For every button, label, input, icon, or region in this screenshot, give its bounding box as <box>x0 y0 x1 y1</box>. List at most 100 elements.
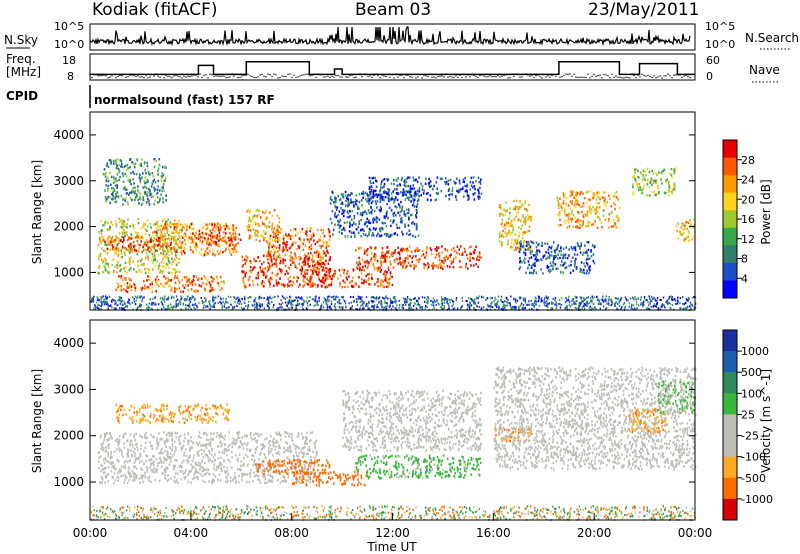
power-cell <box>162 258 164 261</box>
power-cell <box>478 258 480 262</box>
power-cell <box>208 300 211 303</box>
power-cell <box>214 229 217 232</box>
power-cell <box>592 196 594 200</box>
power-cell <box>181 225 184 229</box>
power-cell <box>586 213 589 216</box>
power-cell <box>207 239 209 242</box>
power-cell <box>191 238 194 241</box>
power-cell <box>113 177 116 181</box>
power-cell <box>137 198 140 202</box>
power-cell <box>676 302 679 305</box>
power-cell <box>163 226 165 229</box>
nave-point <box>197 76 199 78</box>
power-cell <box>646 299 649 302</box>
power-cell <box>374 189 376 193</box>
power-cell <box>271 271 274 275</box>
power-cell <box>329 270 331 273</box>
power-cell <box>160 236 162 239</box>
power-cell <box>129 166 131 169</box>
power-cell <box>513 217 515 221</box>
power-cell <box>371 300 373 303</box>
power-cell <box>319 244 321 248</box>
power-cell <box>120 249 122 252</box>
power-cell <box>603 199 606 203</box>
power-cell <box>110 304 112 307</box>
power-cell <box>221 287 223 290</box>
power-cell <box>235 250 238 253</box>
power-cell <box>392 198 394 201</box>
power-cell <box>248 216 251 219</box>
power-cell <box>612 218 615 222</box>
power-cell <box>125 169 128 172</box>
power-cell <box>347 204 349 207</box>
power-cell <box>294 299 296 302</box>
power-cell <box>119 300 121 303</box>
power-cell <box>235 236 237 239</box>
power-cell <box>432 301 435 304</box>
power-cell <box>98 304 100 307</box>
power-cell <box>216 250 219 253</box>
power-cell <box>130 256 132 259</box>
power-cell <box>156 223 159 226</box>
power-cell <box>224 235 226 238</box>
power-cell <box>143 222 145 225</box>
power-cell <box>693 218 695 221</box>
power-cell <box>311 298 314 301</box>
nave-point <box>201 76 203 79</box>
power-cell <box>123 288 125 291</box>
power-cell <box>685 220 688 224</box>
power-cell <box>392 212 394 216</box>
power-cell <box>314 242 317 246</box>
power-cell <box>346 197 349 201</box>
power-cell <box>392 219 395 222</box>
nave-point <box>449 75 451 78</box>
power-cell <box>398 226 401 230</box>
power-cell <box>673 171 676 174</box>
power-cell <box>516 239 519 242</box>
power-cell <box>646 194 648 197</box>
power-cell <box>226 242 228 245</box>
power-cell <box>273 257 275 260</box>
nave-point <box>171 76 173 79</box>
power-cell <box>499 214 501 217</box>
power-cell <box>406 301 408 304</box>
power-cell <box>303 284 306 287</box>
nave-point <box>653 75 655 77</box>
nave-point <box>577 76 579 79</box>
power-cell <box>520 240 522 243</box>
nave-point <box>351 74 353 76</box>
power-cell <box>522 215 524 218</box>
power-cell <box>326 275 329 278</box>
power-cell <box>209 304 211 307</box>
power-cell <box>312 259 315 263</box>
power-cell <box>107 264 110 267</box>
power-cell <box>589 190 592 193</box>
power-cell <box>342 209 344 212</box>
power-cell <box>111 187 113 190</box>
power-cell <box>369 221 372 225</box>
power-cell <box>110 175 113 179</box>
power-cell <box>172 260 174 263</box>
power-cell <box>187 238 189 241</box>
power-cell <box>124 305 127 308</box>
power-cell <box>225 241 227 244</box>
power-cell <box>560 245 562 249</box>
power-cell <box>556 247 559 251</box>
power-cell <box>147 256 149 259</box>
power-cell <box>251 268 254 272</box>
power-cell <box>323 273 326 276</box>
power-cell <box>288 247 291 250</box>
power-cell <box>429 180 432 183</box>
power-cell <box>109 304 111 307</box>
power-cell <box>260 283 263 286</box>
nave-point <box>175 74 177 77</box>
power-cell <box>597 216 599 219</box>
power-cell <box>138 202 140 205</box>
power-cell <box>537 300 539 303</box>
power-cell <box>377 280 380 283</box>
power-cell <box>210 238 212 241</box>
power-cell <box>608 298 610 301</box>
power-cell <box>592 205 594 209</box>
power-cell <box>320 284 323 288</box>
power-cell <box>291 305 293 308</box>
